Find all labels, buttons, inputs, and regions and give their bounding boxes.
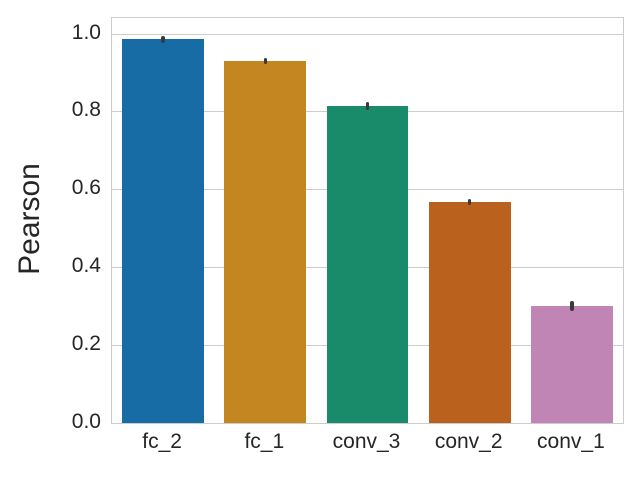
- y-tick-label: 0.6: [71, 176, 101, 200]
- y-axis-label: Pearson: [13, 163, 46, 275]
- error-bar-conv_2: [467, 199, 472, 206]
- bar-fc_2: [122, 39, 204, 423]
- error-bar-conv_3: [365, 101, 370, 110]
- x-tick-label-conv_3: conv_3: [332, 430, 401, 453]
- bar-conv_2: [428, 202, 511, 423]
- y-tick-label: 0.0: [71, 410, 101, 433]
- x-tick-label-fc_1: fc_1: [244, 430, 285, 453]
- y-tick-label: 0.8: [71, 98, 101, 122]
- y-tick-label: 1.0: [71, 20, 101, 44]
- bar-conv_1: [531, 306, 613, 423]
- error-bar-conv_1: [570, 301, 574, 312]
- x-tick-label-fc_2: fc_2: [142, 430, 182, 453]
- error-bar-fc_1: [263, 57, 268, 64]
- x-tick-label-conv_1: conv_1: [537, 430, 605, 453]
- bar-fc_1: [224, 60, 307, 423]
- x-tick-label-conv_2: conv_2: [434, 430, 503, 453]
- y-tick-label: 0.2: [71, 332, 101, 356]
- gridline: [112, 33, 623, 35]
- error-bar-fc_2: [161, 36, 165, 43]
- bar-conv_3: [326, 105, 409, 423]
- plot-area: [111, 17, 624, 424]
- y-tick-label: 0.4: [71, 254, 101, 278]
